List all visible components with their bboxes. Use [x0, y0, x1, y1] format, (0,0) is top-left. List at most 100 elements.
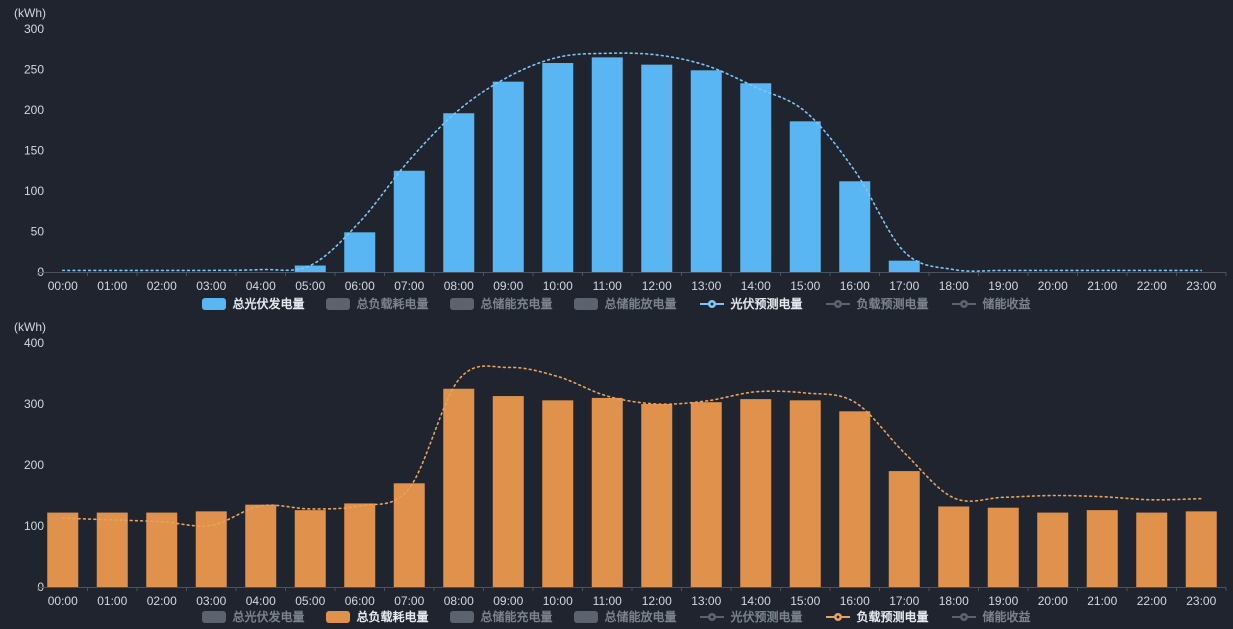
load-chart-plot[interactable]: (kWh)400300200100000:0001:0002:0003:0004…	[0, 315, 1233, 629]
load-y-tick-label: 200	[24, 458, 44, 472]
load-legend-item-2[interactable]: 总储能充电量	[450, 609, 552, 625]
pv-chart-section: (kWh)30025020015010050000:0001:0002:0003…	[0, 0, 1233, 315]
legend-line-icon	[825, 298, 851, 310]
legend-label: 光伏预测电量	[730, 297, 803, 311]
pv-legend-item-0[interactable]: 总光伏发电量	[202, 296, 304, 312]
pv-x-tick-label: 02:00	[147, 279, 177, 293]
pv-bar-16:00	[839, 181, 871, 272]
pv-x-tick-label: 18:00	[939, 279, 969, 293]
load-x-tick-label: 09:00	[493, 594, 523, 608]
legend-label: 负载预测电量	[856, 610, 929, 624]
legend-line-icon	[825, 611, 851, 623]
load-x-tick-label: 10:00	[543, 594, 573, 608]
pv-legend-item-6[interactable]: 储能收益	[951, 296, 1031, 312]
load-x-tick-label: 07:00	[394, 594, 424, 608]
load-bar-08:00	[443, 388, 475, 587]
legend-label: 总负载耗电量	[356, 297, 429, 311]
legend-label: 总储能充电量	[480, 610, 553, 624]
pv-bar-11:00	[591, 57, 623, 272]
load-x-tick-label: 01:00	[97, 594, 127, 608]
load-bar-23:00	[1185, 511, 1217, 587]
pv-x-tick-label: 01:00	[97, 279, 127, 293]
load-bar-19:00	[987, 507, 1019, 587]
load-bar-06:00	[344, 503, 376, 587]
load-bar-18:00	[938, 506, 970, 587]
pv-y-tick-label: 200	[24, 103, 44, 117]
legend-label: 总光伏发电量	[232, 297, 305, 311]
load-bar-21:00	[1086, 510, 1118, 587]
pv-legend-item-1[interactable]: 总负载耗电量	[326, 296, 428, 312]
load-bar-20:00	[1037, 512, 1069, 587]
load-bar-11:00	[591, 397, 623, 587]
pv-legend-item-2[interactable]: 总储能充电量	[450, 296, 552, 312]
pv-legend-item-3[interactable]: 总储能放电量	[574, 296, 677, 312]
pv-bar-10:00	[542, 63, 574, 272]
load-x-tick-label: 22:00	[1137, 594, 1167, 608]
load-chart-section: (kWh)400300200100000:0001:0002:0003:0004…	[0, 315, 1233, 629]
load-x-tick-label: 03:00	[196, 594, 226, 608]
pv-forecast-line	[61, 52, 1203, 272]
load-x-tick-label: 02:00	[147, 594, 177, 608]
load-x-tick-label: 20:00	[1038, 594, 1068, 608]
load-legend-item-0[interactable]: 总光伏发电量	[202, 609, 304, 625]
load-legend-item-5[interactable]: 负载预测电量	[825, 609, 929, 625]
load-x-tick-label: 00:00	[48, 594, 78, 608]
load-bar-02:00	[146, 512, 178, 587]
load-x-tick-label: 21:00	[1087, 594, 1117, 608]
load-x-tick-label: 12:00	[642, 594, 672, 608]
load-x-tick-label: 16:00	[840, 594, 870, 608]
pv-bar-13:00	[690, 70, 722, 272]
load-x-tick-label: 18:00	[939, 594, 969, 608]
load-x-tick-label: 08:00	[444, 594, 474, 608]
pv-bar-17:00	[888, 260, 920, 272]
load-x-tick-label: 11:00	[593, 594, 622, 608]
load-legend-item-3[interactable]: 总储能放电量	[574, 609, 677, 625]
load-y-axis-unit: (kWh)	[14, 320, 46, 334]
pv-x-tick-label: 14:00	[741, 279, 771, 293]
pv-legend-item-5[interactable]: 负载预测电量	[825, 296, 929, 312]
legend-label: 储能收益	[982, 297, 1031, 311]
load-legend-item-6[interactable]: 储能收益	[951, 609, 1031, 625]
legend-label: 总光伏发电量	[232, 610, 305, 624]
pv-bar-06:00	[344, 232, 376, 272]
load-x-tick-label: 06:00	[345, 594, 375, 608]
load-bar-09:00	[492, 396, 524, 587]
pv-x-tick-label: 07:00	[394, 279, 424, 293]
pv-x-tick-label: 23:00	[1186, 279, 1216, 293]
load-bar-15:00	[789, 400, 821, 587]
load-legend-item-1[interactable]: 总负载耗电量	[326, 609, 428, 625]
load-x-tick-label: 19:00	[988, 594, 1018, 608]
load-legend-item-4[interactable]: 光伏预测电量	[699, 609, 803, 625]
pv-x-tick-label: 10:00	[543, 279, 573, 293]
load-y-tick-label: 400	[24, 336, 44, 350]
load-bar-16:00	[839, 411, 871, 587]
legend-label: 总储能充电量	[480, 297, 553, 311]
legend-bar-icon	[202, 298, 227, 310]
load-x-tick-label: 05:00	[295, 594, 325, 608]
pv-y-tick-label: 100	[24, 184, 44, 198]
pv-x-tick-label: 16:00	[840, 279, 870, 293]
pv-chart-plot[interactable]: (kWh)30025020015010050000:0001:0002:0003…	[0, 0, 1233, 315]
load-chart-legend: 总光伏发电量 总负载耗电量 总储能充电量 总储能放电量 光伏预测电量 负载预测电量 储能收益	[0, 609, 1233, 625]
pv-x-tick-label: 22:00	[1137, 279, 1167, 293]
pv-x-tick-label: 13:00	[691, 279, 721, 293]
legend-label: 光伏预测电量	[730, 610, 803, 624]
load-x-tick-label: 15:00	[790, 594, 820, 608]
pv-legend-item-4[interactable]: 光伏预测电量	[699, 296, 803, 312]
pv-bar-08:00	[443, 113, 475, 273]
pv-y-axis-unit: (kWh)	[14, 6, 46, 20]
pv-x-tick-label: 04:00	[246, 279, 276, 293]
pv-x-tick-label: 15:00	[790, 279, 820, 293]
pv-x-tick-label: 20:00	[1038, 279, 1068, 293]
legend-bar-icon	[574, 611, 599, 623]
pv-x-tick-label: 17:00	[889, 279, 919, 293]
load-y-tick-label: 300	[24, 397, 44, 411]
load-x-tick-label: 23:00	[1186, 594, 1216, 608]
pv-x-tick-label: 11:00	[593, 279, 622, 293]
pv-x-tick-label: 05:00	[295, 279, 325, 293]
load-bar-13:00	[690, 402, 722, 587]
load-bar-14:00	[740, 399, 772, 587]
legend-bar-icon	[450, 611, 475, 623]
pv-x-tick-label: 08:00	[444, 279, 474, 293]
